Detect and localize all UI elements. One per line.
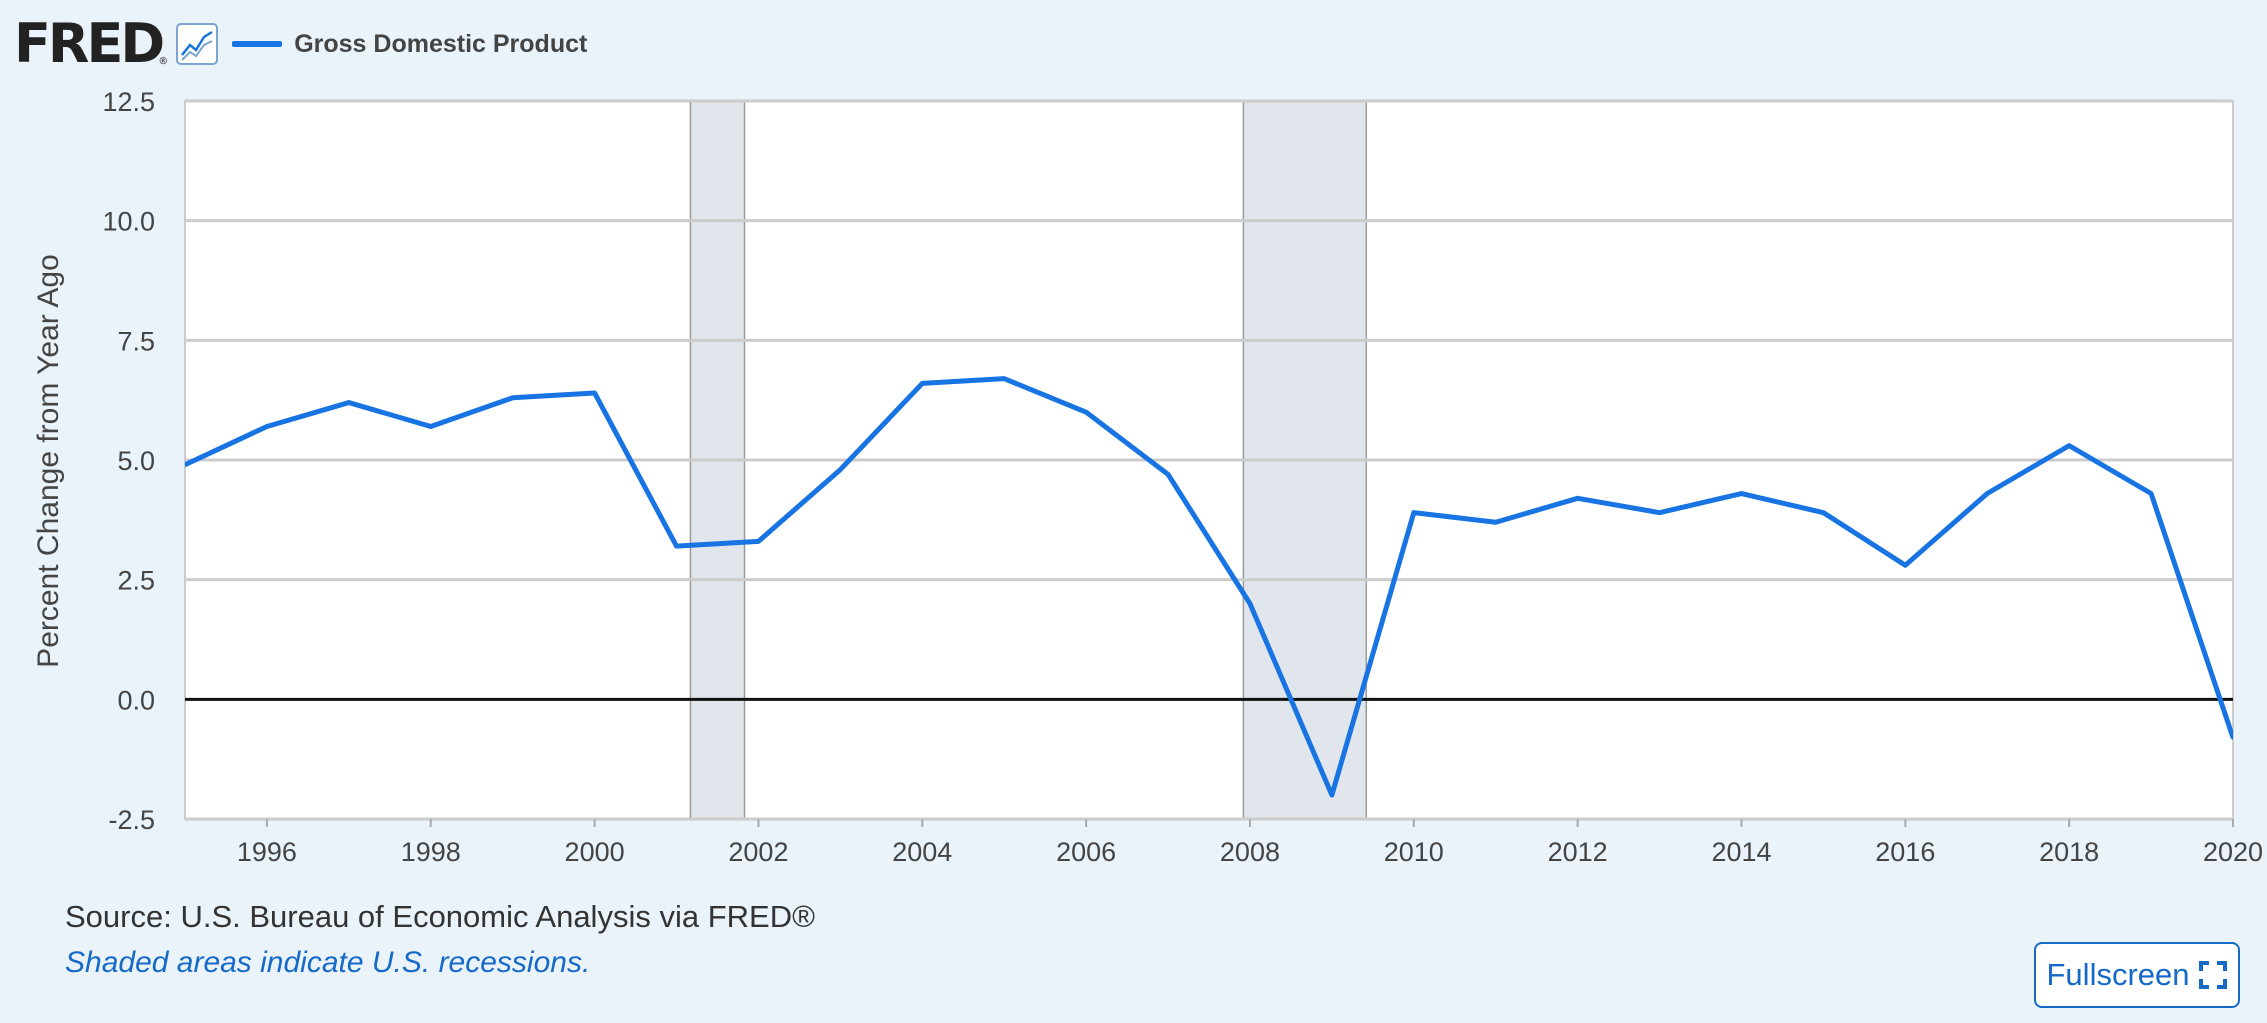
data-point	[756, 539, 761, 544]
x-tick-label: 2010	[1384, 837, 1444, 867]
legend-label: Gross Domestic Product	[294, 29, 588, 58]
fullscreen-icon	[2198, 961, 2227, 989]
x-tick-label: 1996	[237, 837, 297, 867]
fred-logo-registered: ®	[158, 56, 169, 67]
data-point	[674, 544, 679, 549]
chart: 12.5 10.0 7.5 5.0 2.5 0.0 -2.5 1996 1998 2000 2002…	[32, 87, 2263, 867]
x-tick-label: 2014	[1711, 837, 1771, 867]
data-point	[1821, 510, 1826, 515]
x-tick-label: 1998	[401, 837, 461, 867]
y-tick-label: 12.5	[102, 87, 155, 117]
fred-logo[interactable]: FRED ®	[14, 17, 168, 71]
line-chart-icon[interactable]	[176, 23, 219, 65]
data-point	[920, 381, 925, 386]
data-point	[1002, 376, 1007, 381]
data-point	[1247, 601, 1252, 606]
data-point	[1903, 563, 1908, 568]
data-point	[1985, 491, 1990, 496]
x-tick-label: 2020	[2203, 837, 2263, 867]
x-tick-label: 2006	[1056, 837, 1116, 867]
x-tick-label: 2012	[1548, 837, 1608, 867]
data-point	[428, 424, 433, 429]
x-tick-label: 2002	[728, 837, 788, 867]
data-point	[592, 390, 597, 395]
y-tick-label: -2.5	[108, 805, 155, 835]
x-tick-label: 2008	[1220, 837, 1280, 867]
recession-note: Shaded areas indicate U.S. recessions.	[65, 946, 591, 979]
data-point	[1084, 410, 1089, 415]
fullscreen-label: Fullscreen	[2046, 957, 2190, 992]
fullscreen-button[interactable]: Fullscreen	[2034, 942, 2240, 1008]
data-point	[1411, 510, 1416, 515]
x-tick-label: 2004	[892, 837, 952, 867]
x-tick-label: 2000	[565, 837, 625, 867]
data-point	[1493, 520, 1498, 525]
data-point	[2067, 443, 2072, 448]
y-tick-label: 2.5	[117, 566, 155, 596]
y-tick-label: 10.0	[102, 207, 155, 237]
y-tick-label: 0.0	[117, 685, 155, 715]
data-point	[346, 400, 351, 405]
x-tick-label: 2016	[1875, 837, 1935, 867]
legend: Gross Domestic Product	[232, 30, 587, 59]
legend-swatch	[232, 41, 283, 47]
plot-border	[184, 100, 2234, 820]
data-point	[1739, 491, 1744, 496]
data-point	[264, 424, 269, 429]
y-tick-label: 5.0	[117, 446, 155, 476]
data-point	[838, 467, 843, 472]
fred-logo-text: FRED	[14, 12, 165, 75]
data-point	[2149, 491, 2154, 496]
data-point	[1166, 472, 1171, 477]
data-point	[510, 395, 515, 400]
data-point	[2231, 735, 2233, 740]
data-point	[1575, 496, 1580, 501]
series-line	[185, 376, 2233, 798]
data-point	[1657, 510, 1662, 515]
y-axis-label: Percent Change from Year Ago	[32, 254, 65, 668]
source-note: Source: U.S. Bureau of Economic Analysis…	[65, 899, 815, 934]
y-tick-label: 7.5	[117, 326, 155, 356]
data-point	[1329, 793, 1334, 798]
data-point	[185, 462, 187, 467]
chart-header: FRED ® Gross Domestic Product	[14, 16, 587, 72]
x-tick-label: 2018	[2039, 837, 2099, 867]
